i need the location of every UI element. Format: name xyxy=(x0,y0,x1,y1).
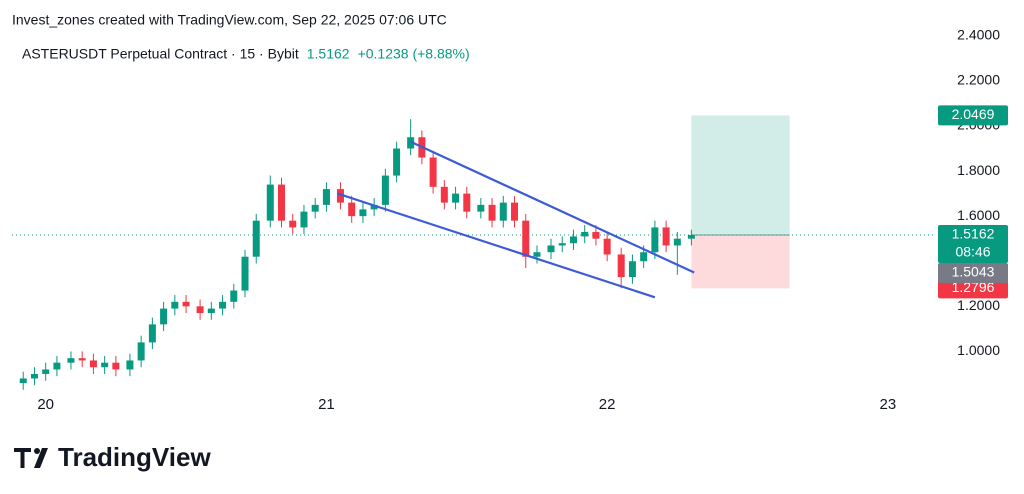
candle-body xyxy=(19,378,27,383)
candle-body xyxy=(499,202,507,221)
candle-body xyxy=(533,252,541,257)
target-tag-bg xyxy=(938,105,1008,126)
candle-body xyxy=(477,204,485,212)
candle-body xyxy=(359,209,367,217)
candle-body xyxy=(148,324,156,343)
candle-body xyxy=(67,358,75,363)
brand: TradingView xyxy=(58,442,211,472)
candle-body xyxy=(311,204,319,212)
y-tick-label: 1.2000 xyxy=(957,297,1000,313)
y-tick-label: 1.8000 xyxy=(957,162,1000,178)
stop-tag: 1.2796 xyxy=(952,279,995,295)
candle-body xyxy=(266,184,274,221)
candle-body xyxy=(336,189,344,203)
candle-body xyxy=(429,157,437,187)
candle-body xyxy=(381,175,389,205)
candle-body xyxy=(488,204,496,221)
candle-body xyxy=(662,227,670,246)
last-price-tag-bg xyxy=(938,225,1008,264)
candle-body xyxy=(78,358,86,361)
candle-body xyxy=(219,301,227,309)
candle-body xyxy=(42,369,50,374)
x-tick-label: 20 xyxy=(37,396,54,413)
candle-body xyxy=(252,220,260,257)
marker-price-tag: 1.5043 xyxy=(952,264,995,280)
candle-body xyxy=(101,362,109,368)
candle-body xyxy=(126,360,134,370)
stop-tag-bg xyxy=(938,278,1008,299)
candle-body xyxy=(673,238,681,246)
trendline xyxy=(410,140,695,274)
logo-mark xyxy=(34,448,48,468)
candle-body xyxy=(230,290,238,302)
candle-body xyxy=(241,256,249,291)
candle-body xyxy=(640,252,648,262)
candle-body xyxy=(569,236,577,244)
y-tick-label: 1.6000 xyxy=(957,207,1000,223)
target-zone xyxy=(691,115,790,236)
candle-body xyxy=(300,211,308,228)
logo: TradingView xyxy=(14,442,211,472)
x-tick-label: 22 xyxy=(599,396,616,413)
y-tick-label: 1.0000 xyxy=(957,342,1000,358)
chart-title: ASTERUSDT Perpetual Contract · 15 · Bybi… xyxy=(22,46,299,62)
candle-body xyxy=(289,220,297,228)
logo-mark xyxy=(34,448,40,454)
candle-body xyxy=(617,254,625,278)
header-price: 1.5162 xyxy=(307,46,350,62)
candle-body xyxy=(160,308,168,325)
candle-body xyxy=(30,373,38,379)
candle-body xyxy=(370,204,378,210)
candle-body xyxy=(182,301,190,307)
candle-body xyxy=(547,245,555,253)
candle-body xyxy=(89,360,97,368)
candle-body xyxy=(558,243,566,246)
candle-body xyxy=(522,220,530,257)
candle-body xyxy=(511,202,519,221)
candle-body xyxy=(53,362,61,370)
candle-body xyxy=(581,231,589,237)
last-price-tag: 1.5162 xyxy=(952,226,995,242)
candle-body xyxy=(196,306,204,314)
candle-body xyxy=(603,238,611,255)
x-tick-label: 21 xyxy=(318,396,335,413)
candle-body xyxy=(278,184,286,221)
candle-body xyxy=(592,231,600,239)
candle-body xyxy=(393,148,401,176)
trendline xyxy=(337,192,656,299)
stop-zone xyxy=(691,235,790,289)
last-price-tag-countdown: 08:46 xyxy=(955,244,990,260)
candle-body xyxy=(112,362,120,370)
candle-body xyxy=(651,227,659,253)
candle-body xyxy=(463,193,471,212)
y-tick-label: 2.2000 xyxy=(957,72,1000,88)
candle-body xyxy=(628,261,636,278)
candle-body xyxy=(687,235,695,239)
candle-body xyxy=(348,202,356,217)
candle-body xyxy=(452,193,460,203)
candle-body xyxy=(207,308,215,314)
target-tag: 2.0469 xyxy=(952,106,995,122)
logo-mark xyxy=(14,448,31,468)
header-change: +0.1238 (+8.88%) xyxy=(358,46,470,62)
x-tick-label: 23 xyxy=(880,396,897,413)
y-tick-label: 2.4000 xyxy=(957,26,1000,42)
candle-body xyxy=(440,186,448,203)
candle-body xyxy=(137,342,145,361)
candle-body xyxy=(322,189,330,205)
watermark: Invest_zones created with TradingView.co… xyxy=(12,12,447,28)
candle-body xyxy=(171,301,179,309)
marker-price-tag-bg xyxy=(938,263,1008,284)
